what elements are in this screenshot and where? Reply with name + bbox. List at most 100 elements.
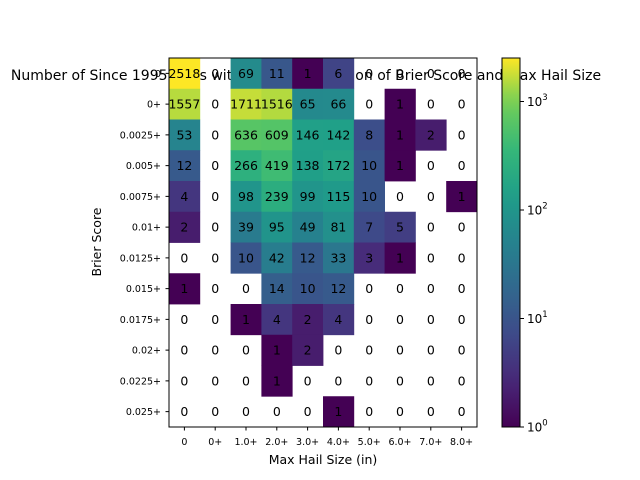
cell-value-label: 2 bbox=[304, 312, 312, 327]
cell-value-label: 239 bbox=[265, 189, 289, 204]
heatmap-cell bbox=[230, 242, 262, 274]
cell-value-label: 0 bbox=[211, 97, 219, 112]
y-tick-label: 0+ bbox=[147, 100, 161, 111]
x-axis-label: Max Hail Size (in) bbox=[269, 452, 378, 467]
cell-value-label: 0 bbox=[242, 373, 250, 388]
cell-value-label: 0 bbox=[458, 404, 466, 419]
cell-value-label: 0 bbox=[458, 97, 466, 112]
cell-value-label: 0 bbox=[396, 189, 404, 204]
cell-value-label: 10 bbox=[238, 250, 254, 265]
heatmap-cell bbox=[230, 88, 262, 120]
cell-value-label: 0 bbox=[427, 189, 435, 204]
cell-value-label: 0 bbox=[396, 373, 404, 388]
cell-value-label: 11 bbox=[269, 66, 285, 81]
heatmap-cell bbox=[384, 150, 416, 182]
cell-value-label: 1557 bbox=[168, 97, 200, 112]
cell-value-label: 0 bbox=[427, 220, 435, 235]
cell-value-label: 14 bbox=[269, 281, 285, 296]
heatmap-cell bbox=[292, 150, 324, 182]
cell-value-label: 0 bbox=[242, 343, 250, 358]
heatmap-cell bbox=[169, 273, 201, 305]
y-tick-label: 0.015+ bbox=[126, 284, 161, 295]
heatmap-cell bbox=[384, 211, 416, 243]
cell-value-label: 0 bbox=[458, 281, 466, 296]
cell-value-label: 99 bbox=[300, 189, 316, 204]
cell-value-label: 0 bbox=[458, 312, 466, 327]
cell-value-label: 0 bbox=[211, 127, 219, 142]
cell-value-label: 1 bbox=[396, 158, 404, 173]
colorbar-tick-label: 103 bbox=[527, 93, 548, 109]
heatmap-cell bbox=[323, 304, 355, 336]
y-tick-label: 0 bbox=[155, 69, 161, 80]
heatmap-cell bbox=[230, 58, 262, 90]
cell-value-label: 0 bbox=[242, 281, 250, 296]
cell-value-label: 98 bbox=[238, 189, 254, 204]
cell-value-label: 0 bbox=[365, 343, 373, 358]
cell-value-label: 0 bbox=[304, 404, 312, 419]
heatmap-cell bbox=[261, 242, 293, 274]
heatmap-cell bbox=[323, 211, 355, 243]
heatmap-cell bbox=[384, 119, 416, 151]
cell-value-label: 1 bbox=[458, 189, 466, 204]
cell-value-label: 0 bbox=[365, 404, 373, 419]
cell-value-label: 8 bbox=[365, 127, 373, 142]
heatmap-cell bbox=[230, 119, 262, 151]
cell-value-label: 4 bbox=[334, 312, 342, 327]
heatmap-cell bbox=[384, 88, 416, 120]
cell-value-label: 0 bbox=[396, 281, 404, 296]
colorbar-tick-label: 102 bbox=[527, 202, 548, 218]
heatmap-cell bbox=[292, 181, 324, 213]
heatmap-cell bbox=[323, 273, 355, 305]
cell-value-label: 1 bbox=[396, 250, 404, 265]
heatmap-cell bbox=[169, 150, 201, 182]
cell-value-label: 0 bbox=[458, 373, 466, 388]
cell-value-label: 0 bbox=[365, 66, 373, 81]
plot-frame bbox=[168, 57, 478, 428]
cell-value-label: 0 bbox=[458, 343, 466, 358]
cell-value-label: 138 bbox=[296, 158, 320, 173]
cell-value-label: 0 bbox=[427, 343, 435, 358]
heatmap-cell bbox=[261, 211, 293, 243]
heatmap-cell bbox=[292, 211, 324, 243]
colorbar-tick-label: 100 bbox=[527, 419, 548, 435]
cell-value-label: 115 bbox=[326, 189, 350, 204]
x-tick-label: 3.0+ bbox=[296, 437, 319, 448]
cell-value-label: 33 bbox=[330, 250, 346, 265]
heatmap-cell bbox=[353, 150, 385, 182]
x-tick-label: 0 bbox=[181, 437, 187, 448]
heatmap-cell bbox=[292, 88, 324, 120]
cell-value-label: 0 bbox=[458, 158, 466, 173]
cell-value-label: 7 bbox=[365, 220, 373, 235]
cell-value-label: 0 bbox=[427, 281, 435, 296]
cell-value-label: 0 bbox=[427, 158, 435, 173]
cell-value-label: 172 bbox=[326, 158, 350, 173]
cell-value-label: 0 bbox=[427, 312, 435, 327]
cell-value-label: 0 bbox=[211, 281, 219, 296]
cell-value-label: 6 bbox=[334, 66, 342, 81]
cell-value-label: 0 bbox=[211, 250, 219, 265]
cell-value-label: 0 bbox=[458, 127, 466, 142]
cell-value-label: 0 bbox=[396, 312, 404, 327]
cell-value-label: 1 bbox=[242, 312, 250, 327]
cell-value-label: 81 bbox=[330, 220, 346, 235]
heatmap-cell bbox=[384, 242, 416, 274]
x-tick-label: 4.0+ bbox=[327, 437, 350, 448]
cell-value-label: 0 bbox=[334, 343, 342, 358]
x-tick-label: 0+ bbox=[208, 437, 222, 448]
heatmap-cell bbox=[169, 211, 201, 243]
colorbar-gradient bbox=[501, 57, 521, 428]
cell-value-label: 142 bbox=[326, 127, 350, 142]
heatmap-cell bbox=[230, 150, 262, 182]
cell-value-label: 0 bbox=[211, 158, 219, 173]
cell-value-label: 66 bbox=[330, 97, 346, 112]
heatmap-cell bbox=[169, 119, 201, 151]
cell-value-label: 0 bbox=[365, 312, 373, 327]
cell-value-label: 0 bbox=[211, 373, 219, 388]
heatmap-cell bbox=[353, 242, 385, 274]
heatmap-cell bbox=[230, 304, 262, 336]
cell-value-label: 0 bbox=[180, 343, 188, 358]
y-axis-label: Brier Score bbox=[89, 207, 104, 276]
heatmap-cell bbox=[261, 88, 293, 120]
cell-value-label: 10 bbox=[300, 281, 316, 296]
cell-value-label: 49 bbox=[300, 220, 316, 235]
